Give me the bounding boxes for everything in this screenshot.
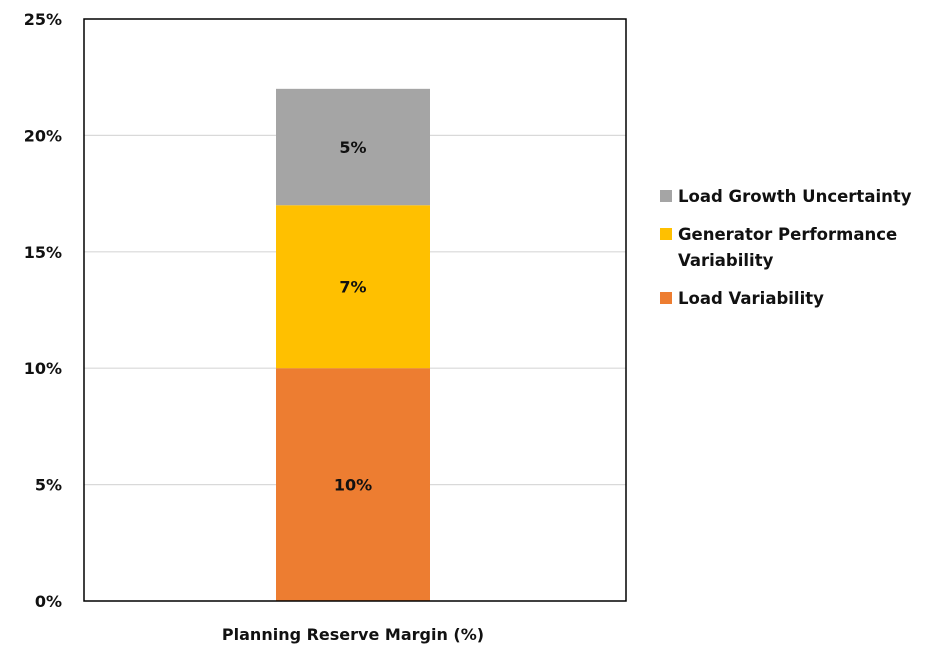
legend: Load Growth Uncertainty Generator Perform… [660, 184, 938, 324]
legend-item: Generator Performance Variability [660, 222, 938, 274]
legend-item: Load Variability [660, 286, 938, 312]
y-tick-label: 10% [24, 359, 62, 378]
y-tick-label: 15% [24, 243, 62, 262]
bar-stack [276, 88, 430, 601]
legend-swatch [660, 190, 672, 202]
y-tick-label: 25% [24, 10, 62, 29]
x-category-label: Planning Reserve Margin (%) [222, 625, 484, 644]
data-label: 7% [339, 278, 366, 297]
x-axis-category-labels: Planning Reserve Margin (%) [222, 625, 484, 644]
legend-swatch [660, 228, 672, 240]
data-labels: 10% 7% 5% [334, 138, 372, 495]
bar-segment-load-growth-uncertainty [276, 88, 430, 206]
bar-segment-load-variability [276, 368, 430, 601]
plot-area-border [83, 18, 627, 602]
bar-segment-generator-performance-variability [276, 205, 430, 369]
legend-label: Load Growth Uncertainty [678, 187, 912, 206]
data-label: 10% [334, 476, 372, 495]
legend-label: Generator Performance Variability [678, 225, 898, 270]
legend-label: Load Variability [678, 289, 824, 308]
y-tick-label: 5% [35, 476, 62, 495]
legend-item: Load Growth Uncertainty [660, 184, 938, 210]
y-tick-label: 0% [35, 592, 62, 611]
y-tick-label: 20% [24, 126, 62, 145]
data-label: 5% [339, 138, 366, 157]
y-axis-tick-labels: 0% 5% 10% 15% 20% 25% [24, 10, 62, 611]
legend-swatch [660, 292, 672, 304]
